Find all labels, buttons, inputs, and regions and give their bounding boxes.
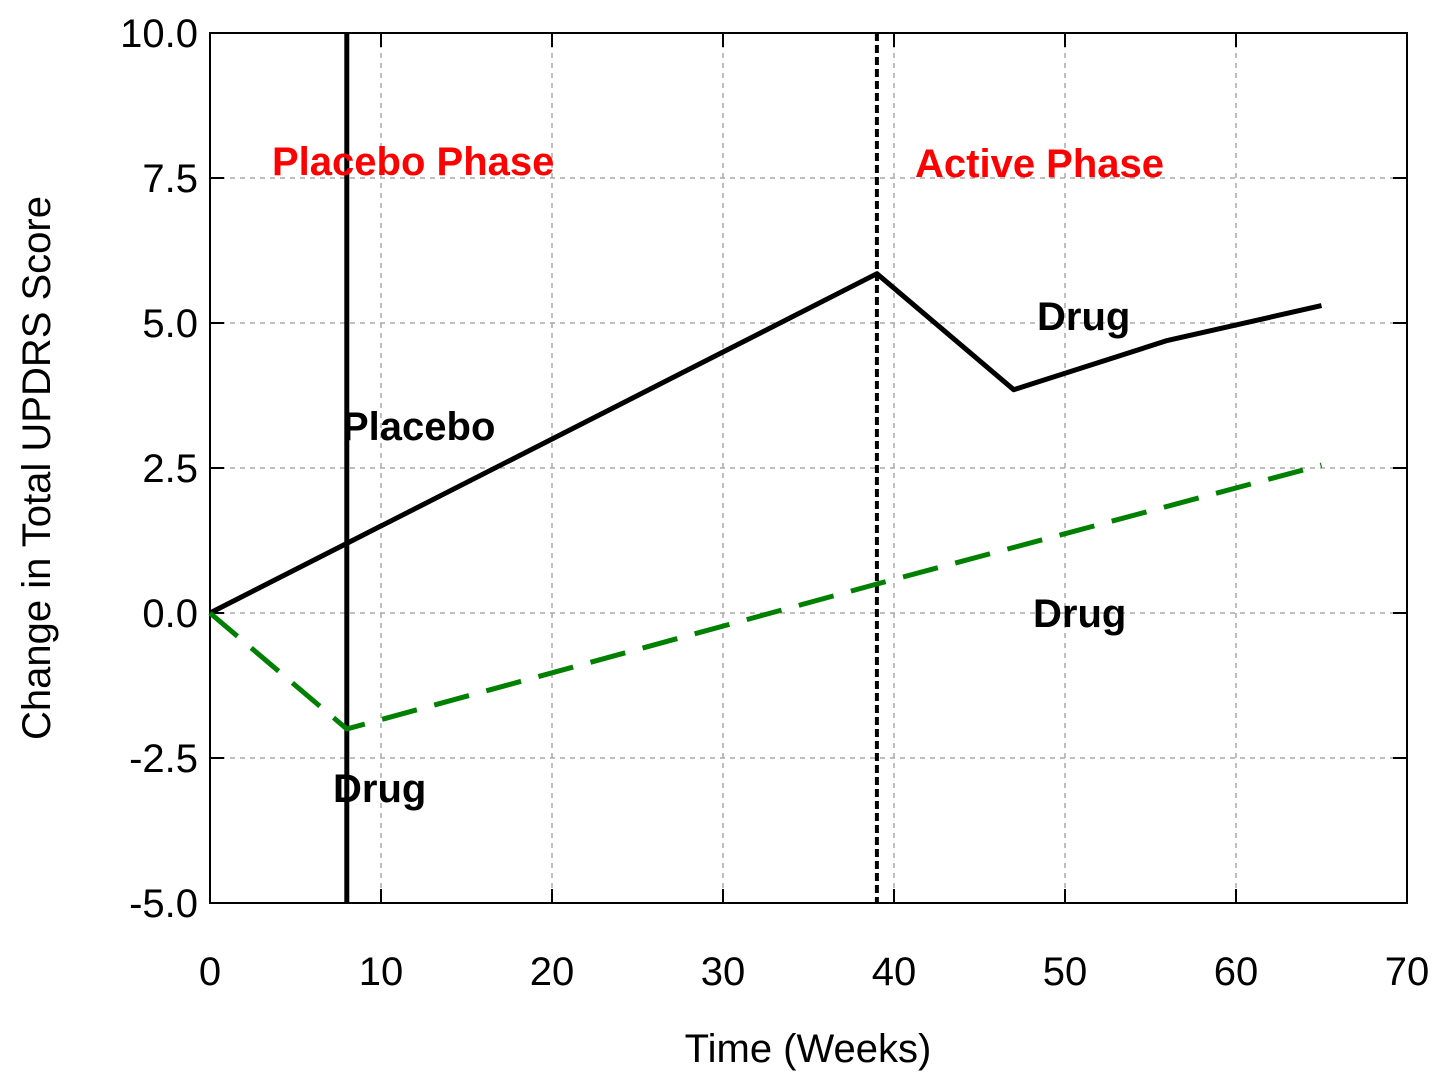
- y-tick-label: -5.0: [129, 882, 198, 926]
- x-tick-label: 60: [1214, 950, 1259, 994]
- annotation: Drug: [333, 767, 426, 811]
- y-tick-label: 2.5: [142, 447, 198, 491]
- y-tick-label: 7.5: [142, 157, 198, 201]
- y-tick-label: -2.5: [129, 737, 198, 781]
- annotation: Placebo Phase: [272, 140, 554, 184]
- annotation: Drug: [1037, 295, 1130, 339]
- plot-frame: [209, 32, 1408, 904]
- x-tick-label: 50: [1043, 950, 1088, 994]
- annotation: Active Phase: [915, 142, 1164, 186]
- x-tick-label: 0: [199, 950, 221, 994]
- data-line: [208, 271, 1323, 616]
- x-axis-label: Time (Weeks): [685, 1027, 932, 1071]
- y-tick-label: 10.0: [120, 12, 198, 56]
- y-tick-label: 5.0: [142, 302, 198, 346]
- annotation: Placebo: [342, 405, 495, 449]
- x-tick-label: 40: [872, 950, 917, 994]
- x-tick-label: 10: [359, 950, 404, 994]
- annotation: Drug: [1033, 592, 1126, 636]
- y-axis-label: Change in Total UPDRS Score: [15, 196, 59, 740]
- y-tick-label: 0.0: [142, 592, 198, 636]
- x-tick-label: 20: [530, 950, 575, 994]
- x-tick-label: 30: [701, 950, 746, 994]
- data-line: [208, 462, 1323, 732]
- x-tick-label: 70: [1385, 950, 1430, 994]
